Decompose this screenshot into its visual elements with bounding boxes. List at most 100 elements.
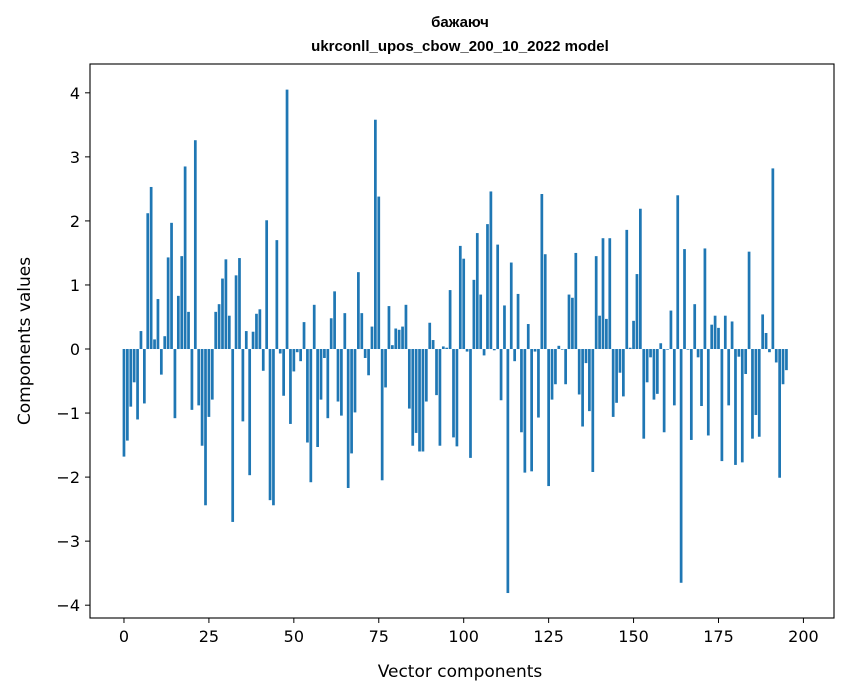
bar	[299, 349, 302, 362]
bar	[346, 349, 350, 488]
bar	[608, 238, 612, 350]
bar	[594, 256, 598, 350]
bar	[370, 326, 374, 350]
y-tick-label: 3	[70, 148, 80, 167]
y-tick-label: 0	[70, 340, 80, 359]
bar	[686, 349, 690, 350]
bar	[489, 191, 493, 349]
bar	[605, 318, 608, 349]
bar	[193, 140, 197, 350]
bar	[357, 272, 360, 350]
bar	[625, 229, 629, 350]
bar	[710, 324, 714, 350]
bar	[744, 349, 748, 374]
bar	[509, 262, 513, 349]
bar	[391, 345, 394, 349]
bar	[156, 299, 160, 350]
bar	[265, 220, 269, 349]
y-axis-label: Components values	[15, 257, 35, 425]
bar	[601, 238, 605, 350]
bar	[210, 349, 214, 400]
bar	[737, 349, 741, 357]
bar	[530, 349, 533, 472]
bar	[503, 305, 506, 349]
bar	[683, 249, 686, 349]
bar	[543, 254, 547, 350]
axis-ticks: 0 25 50 75 100 125 150 175 200 −4 −3 −2 −1 0 1 2 3 4	[56, 84, 818, 646]
bar	[350, 349, 353, 454]
x-tick-label: 200	[788, 627, 819, 646]
bar	[401, 326, 404, 350]
bar	[669, 310, 673, 350]
bar	[421, 349, 425, 452]
bar	[662, 349, 666, 433]
bar	[639, 208, 642, 349]
bar	[622, 349, 625, 397]
bar	[452, 349, 455, 438]
bar	[207, 349, 211, 417]
bar	[367, 349, 370, 376]
bar	[628, 347, 632, 349]
bar	[754, 349, 758, 415]
bar	[326, 349, 330, 419]
bar	[445, 347, 449, 349]
bar	[659, 343, 663, 349]
y-tick-label: 4	[70, 84, 80, 103]
bar	[418, 349, 421, 452]
bar	[285, 89, 289, 350]
bar	[486, 224, 489, 350]
bar	[261, 349, 265, 371]
bar	[163, 336, 167, 350]
bar	[129, 349, 133, 407]
x-tick-label: 100	[448, 627, 479, 646]
bar	[126, 349, 129, 441]
bar	[615, 349, 618, 403]
bar	[574, 252, 578, 350]
bar	[248, 349, 252, 476]
bar	[598, 315, 601, 349]
bar	[333, 291, 336, 349]
bar	[176, 295, 180, 350]
bar	[217, 304, 221, 349]
bar	[462, 258, 466, 350]
bar	[577, 349, 581, 395]
x-tick-label: 0	[119, 627, 129, 646]
y-tick-label: −1	[56, 404, 80, 423]
bar	[720, 349, 724, 462]
bar	[435, 349, 438, 396]
bar	[655, 349, 659, 394]
bar	[554, 349, 557, 385]
bar	[159, 349, 163, 375]
bar	[428, 322, 432, 350]
bar	[618, 349, 622, 373]
bar	[173, 349, 177, 419]
bar-series	[122, 89, 788, 594]
bar	[241, 349, 245, 422]
bar	[761, 314, 765, 349]
bar	[730, 321, 734, 350]
bar	[455, 349, 459, 447]
bar	[757, 349, 761, 437]
bar	[781, 349, 785, 385]
bar	[200, 349, 204, 446]
bar	[771, 168, 775, 350]
bar	[295, 349, 299, 353]
x-tick-label: 150	[618, 627, 649, 646]
bar	[363, 349, 367, 358]
bar	[234, 275, 238, 349]
bar	[584, 349, 588, 364]
bar	[635, 274, 639, 349]
bar	[723, 315, 727, 349]
bar	[312, 304, 316, 349]
bar	[407, 349, 411, 409]
bar	[221, 278, 224, 349]
bar	[676, 195, 680, 349]
bar	[564, 349, 567, 385]
bar	[475, 233, 479, 349]
bar	[397, 329, 401, 349]
bar	[272, 349, 275, 506]
bar	[268, 349, 272, 501]
bar	[139, 331, 143, 349]
bar	[404, 304, 408, 349]
